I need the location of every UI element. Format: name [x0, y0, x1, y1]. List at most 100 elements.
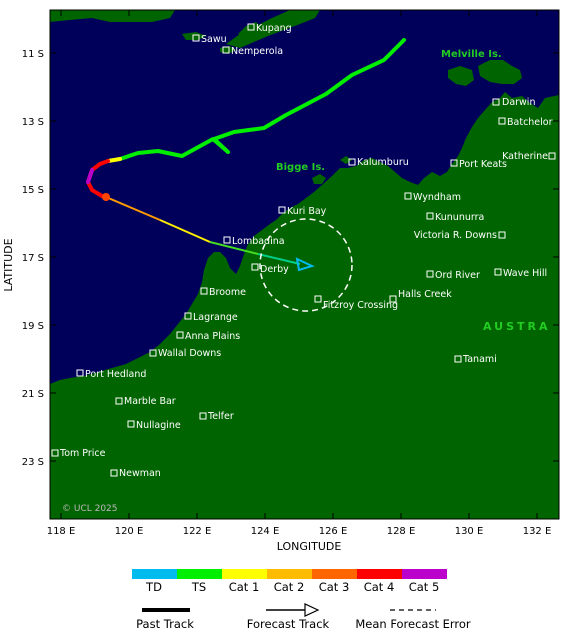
x-axis-title: LONGITUDE — [277, 540, 342, 553]
legend-label-cat4: Cat 4 — [364, 580, 395, 594]
land-flores — [50, 10, 175, 22]
y-axis — [50, 52, 559, 462]
legend-label-cat3: Cat 3 — [319, 580, 350, 594]
marker-kununurra — [426, 212, 434, 220]
label-wave-hill: Wave Hill — [503, 268, 547, 279]
marker-tanami — [454, 355, 462, 363]
land-sawu — [182, 32, 206, 40]
label-fitzroy-crossing: Fitzroy Crossing — [323, 300, 398, 311]
marker-telfer — [199, 412, 207, 420]
y-tick-17s: 17 S — [22, 253, 44, 264]
label-port-hedland: Port Hedland — [85, 369, 146, 380]
category-legend: TD TS Cat 1 Cat 2 Cat 3 Cat 4 Cat 5 — [132, 569, 447, 594]
x-tick-128e: 128 E — [387, 526, 416, 537]
label-bigge-island: Bigge Is. — [276, 162, 325, 173]
marker-halls-creek — [389, 295, 397, 303]
legend-label-td: TD — [145, 580, 162, 594]
place-labels: Kupang Sawu Nemperola Darwin Batchelor K… — [59, 23, 553, 479]
marker-victoria-r-downs — [498, 231, 506, 239]
legend-swatch-cat4 — [357, 569, 402, 579]
x-tick-120e: 120 E — [115, 526, 144, 537]
label-nullagine: Nullagine — [136, 420, 181, 431]
marker-tom-price — [51, 449, 59, 457]
place-markers — [51, 23, 556, 477]
past-track-cat5-segment — [86, 168, 94, 184]
past-track — [86, 38, 406, 199]
label-ord-river: Ord River — [435, 270, 480, 281]
map-frame — [49, 9, 560, 520]
current-position-marker — [102, 193, 110, 201]
land-bigge-island — [312, 174, 326, 184]
marker-nemperola — [222, 46, 230, 54]
label-wallal-downs: Wallal Downs — [158, 348, 221, 359]
marker-derby — [251, 263, 259, 271]
label-melville-island: Melville Is. — [441, 49, 502, 60]
label-anna-plains: Anna Plains — [185, 331, 240, 342]
legend-swatch-td — [132, 569, 177, 579]
marker-kupang — [247, 23, 255, 31]
marker-anna-plains — [176, 331, 184, 339]
marker-marble-bar — [115, 397, 123, 405]
marker-katherine — [548, 152, 556, 160]
land-melville-island — [478, 60, 522, 84]
label-halls-creek: Halls Creek — [398, 289, 452, 300]
y-tick-13s: 13 S — [22, 117, 44, 128]
y-tick-19s: 19 S — [22, 321, 44, 332]
forecast-segment-2 — [159, 219, 211, 243]
copyright-label: © UCL 2025 — [62, 504, 118, 514]
label-lagrange: Lagrange — [193, 312, 238, 323]
label-nemperola: Nemperola — [231, 46, 283, 57]
marker-broome — [200, 287, 208, 295]
mean-error-circle — [259, 218, 353, 312]
marker-sawu — [192, 34, 200, 42]
marker-port-hedland — [76, 369, 84, 377]
marker-fitzroy-crossing — [314, 295, 322, 303]
marker-batchelor — [498, 117, 506, 125]
forecast-track — [105, 196, 315, 272]
label-wyndham: Wyndham — [413, 192, 461, 203]
marker-wyndham — [404, 192, 412, 200]
past-track-ts-segment — [118, 38, 406, 161]
label-lombadina: Lombadina — [232, 236, 285, 247]
y-tick-11s: 11 S — [22, 49, 44, 60]
marker-port-keats — [450, 159, 458, 167]
label-port-keats: Port Keats — [459, 159, 507, 170]
legend-swatch-cat2 — [267, 569, 312, 579]
legend-label-cat2: Cat 2 — [274, 580, 305, 594]
label-sawu: Sawu — [201, 34, 227, 45]
marker-lombadina — [223, 236, 231, 244]
label-kununurra: Kununurra — [435, 212, 484, 223]
y-tick-21s: 21 S — [22, 389, 44, 400]
marker-newman — [110, 469, 118, 477]
y-tick-15s: 15 S — [22, 185, 44, 196]
legend-swatch-cat5 — [402, 569, 447, 579]
land-roti — [220, 46, 236, 54]
x-tick-130e: 130 E — [455, 526, 484, 537]
label-marble-bar: Marble Bar — [124, 396, 176, 407]
x-tick-118e: 118 E — [47, 526, 76, 537]
forecast-segment-3 — [209, 241, 259, 255]
land-timor — [226, 10, 320, 48]
label-telfer: Telfer — [207, 411, 234, 422]
marker-ord-river — [426, 270, 434, 278]
label-kalumburu: Kalumburu — [357, 157, 409, 168]
label-derby: Derby — [260, 264, 289, 275]
y-axis-title: LATITUDE — [2, 238, 15, 291]
land-bathurst-island — [448, 66, 474, 86]
x-axis — [60, 10, 538, 519]
legend-swatch-ts — [177, 569, 222, 579]
marker-wave-hill — [494, 268, 502, 276]
legend-swatch-cat1 — [222, 569, 267, 579]
land-mainland — [50, 92, 559, 519]
legend-mean-error-label: Mean Forecast Error — [355, 617, 471, 631]
label-katherine: Katherine — [502, 151, 548, 162]
track-legend: Past Track Forecast Track Mean Forecast … — [136, 603, 471, 631]
forecast-arrowhead — [295, 257, 315, 272]
x-tick-132e: 132 E — [523, 526, 552, 537]
label-victoria-r-downs: Victoria R. Downs — [414, 230, 497, 241]
label-tom-price: Tom Price — [59, 448, 106, 459]
label-broome: Broome — [209, 287, 246, 298]
marker-kalumburu — [348, 158, 356, 166]
legend-label-cat1: Cat 1 — [229, 580, 260, 594]
